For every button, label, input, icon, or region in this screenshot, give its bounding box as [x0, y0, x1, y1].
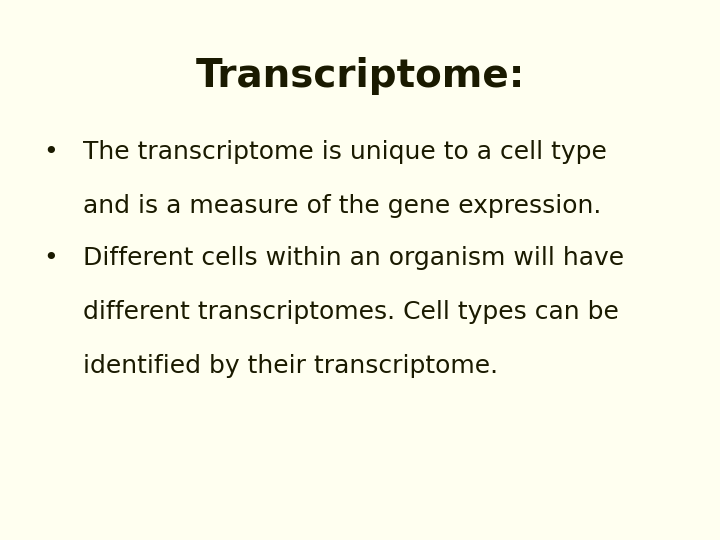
- Text: different transcriptomes. Cell types can be: different transcriptomes. Cell types can…: [83, 300, 618, 323]
- Text: •: •: [43, 246, 58, 269]
- Text: The transcriptome is unique to a cell type: The transcriptome is unique to a cell ty…: [83, 140, 607, 164]
- Text: identified by their transcriptome.: identified by their transcriptome.: [83, 354, 498, 377]
- Text: Transcriptome:: Transcriptome:: [195, 57, 525, 94]
- Text: Different cells within an organism will have: Different cells within an organism will …: [83, 246, 624, 269]
- Text: and is a measure of the gene expression.: and is a measure of the gene expression.: [83, 194, 601, 218]
- Text: •: •: [43, 140, 58, 164]
